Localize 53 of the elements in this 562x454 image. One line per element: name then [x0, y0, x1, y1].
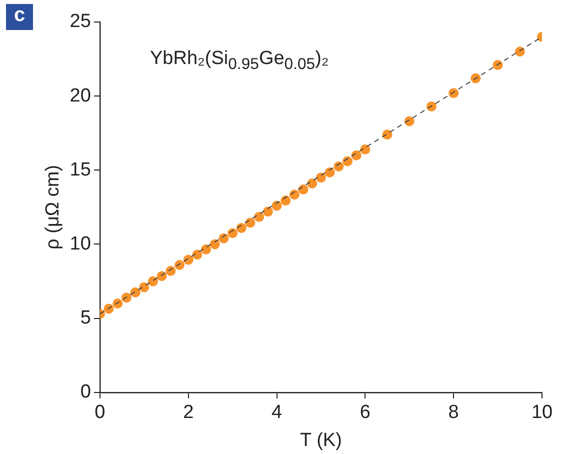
point [183, 254, 194, 265]
point [210, 239, 220, 250]
point [298, 184, 308, 194]
point [360, 144, 370, 154]
x-tick-label: 2 [183, 402, 194, 424]
point [334, 161, 344, 172]
point [492, 60, 503, 70]
point [324, 167, 335, 178]
point [228, 228, 238, 238]
point [342, 156, 352, 166]
point [404, 116, 414, 126]
point [272, 200, 282, 211]
annotation: YbRh₂(Si$_{0.95}$Ge$_{0.05}$)₂ [150, 48, 329, 74]
y-tick-label: 10 [70, 233, 91, 254]
y-tick-label: 0 [80, 382, 91, 403]
point [307, 178, 318, 188]
point [192, 250, 202, 260]
x-tick-label: 6 [360, 402, 370, 424]
point [289, 190, 300, 200]
point [316, 172, 326, 183]
point [245, 218, 256, 228]
point [104, 304, 114, 314]
point [514, 46, 525, 57]
y-axis-title: ρ (μΩ cm) [42, 164, 64, 250]
y-tick-label: 20 [70, 85, 91, 106]
point [174, 260, 185, 270]
x-tick-label: 0 [94, 402, 106, 424]
y-tick-label: 5 [80, 308, 91, 329]
point [139, 282, 150, 292]
point [280, 196, 291, 206]
point [470, 73, 481, 84]
y-tick-label: 25 [70, 11, 91, 32]
point [218, 233, 229, 244]
text: c [6, 4, 34, 30]
point [130, 287, 140, 298]
y-tick-label: 15 [70, 159, 91, 180]
point [121, 292, 132, 303]
x-axis-title: T (K) [300, 430, 342, 451]
point [262, 206, 273, 217]
point [382, 130, 392, 140]
x-tick-label: 8 [448, 402, 459, 424]
point [236, 222, 246, 233]
x-tick-label: 10 [531, 402, 553, 424]
point [426, 101, 436, 112]
point [156, 271, 167, 282]
point [201, 244, 212, 254]
x-tick-label: 4 [271, 402, 282, 424]
point [166, 266, 176, 276]
point [112, 298, 123, 309]
point [148, 276, 158, 286]
point [254, 212, 264, 222]
point [351, 150, 362, 160]
point [448, 88, 459, 98]
